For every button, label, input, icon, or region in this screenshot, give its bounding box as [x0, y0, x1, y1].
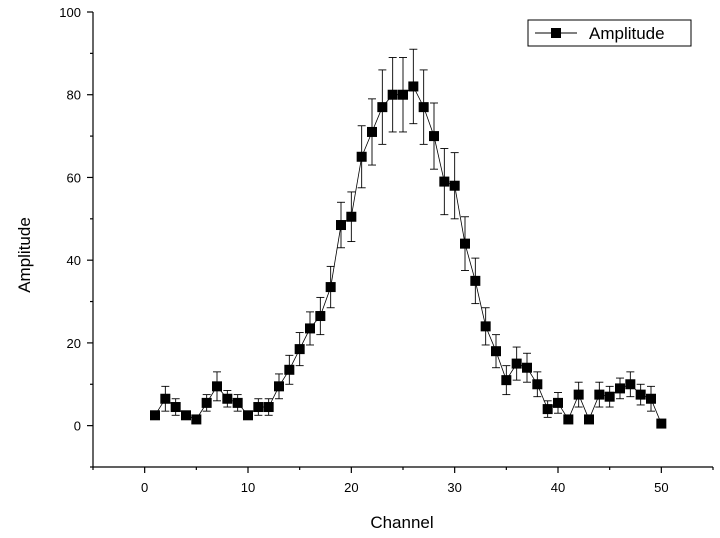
data-point: [625, 379, 636, 390]
data-point: [315, 311, 326, 322]
data-point: [604, 391, 615, 402]
y-tick-label: 100: [59, 5, 81, 20]
data-point: [408, 81, 419, 92]
data-point: [191, 414, 202, 425]
data-point: [263, 402, 274, 413]
data-point: [563, 414, 574, 425]
data-point: [356, 151, 367, 162]
data-point: [232, 397, 243, 408]
legend-marker: [551, 28, 561, 38]
series-line: [154, 85, 662, 424]
x-axis-ticks: 0 10 20 30 40 50: [92, 467, 714, 495]
series-line-group: [154, 85, 662, 424]
data-point: [398, 89, 408, 100]
data-point: [491, 346, 501, 357]
data-point: [460, 238, 470, 249]
y-tick-label: 60: [67, 170, 81, 185]
data-point: [170, 402, 181, 413]
x-tick-label: 30: [447, 480, 461, 495]
data-point: [532, 379, 543, 390]
data-point: [646, 393, 656, 404]
data-point: [480, 321, 491, 332]
data-point: [635, 389, 646, 400]
data-point: [573, 389, 584, 400]
data-point: [212, 381, 222, 392]
data-point: [511, 358, 522, 369]
data-point: [501, 375, 512, 386]
data-point: [522, 362, 532, 373]
y-tick-label: 80: [67, 88, 81, 103]
data-point: [439, 176, 450, 187]
data-point: [542, 404, 553, 415]
data-point: [470, 275, 481, 286]
data-point: [615, 383, 625, 394]
data-point: [181, 410, 191, 421]
legend-label: Amplitude: [589, 24, 665, 43]
data-point: [150, 410, 160, 421]
x-tick-label: 10: [241, 480, 255, 495]
x-tick-label: 50: [654, 480, 668, 495]
data-point: [656, 418, 667, 429]
data-point: [274, 381, 284, 392]
data-point: [387, 89, 398, 100]
y-tick-label: 40: [67, 253, 81, 268]
data-point: [367, 126, 377, 137]
data-point: [325, 282, 336, 293]
data-point: [584, 414, 594, 425]
data-point: [336, 220, 346, 231]
data-markers: [150, 81, 667, 429]
data-point: [294, 344, 305, 355]
y-tick-label: 20: [67, 336, 81, 351]
data-point: [253, 402, 264, 413]
y-axis-ticks: 0 20 40 60 80 100: [59, 5, 93, 468]
data-point: [429, 131, 439, 142]
legend: Amplitude: [527, 19, 692, 47]
x-axis-title: Channel: [370, 513, 433, 532]
x-tick-label: 20: [344, 480, 358, 495]
data-point: [449, 180, 460, 191]
x-tick-label: 40: [551, 480, 565, 495]
data-point: [160, 393, 171, 404]
y-axis-title: Amplitude: [15, 217, 34, 293]
y-tick-label: 0: [74, 419, 81, 434]
data-point: [418, 102, 429, 113]
data-point: [594, 389, 605, 400]
data-point: [222, 393, 233, 404]
data-point: [243, 410, 253, 421]
data-point: [305, 323, 315, 334]
data-point: [201, 397, 212, 408]
data-point: [346, 211, 357, 222]
x-tick-label: 0: [141, 480, 148, 495]
error-bars: [151, 48, 666, 427]
data-point: [553, 397, 563, 408]
data-point: [377, 102, 388, 113]
data-point: [284, 364, 295, 375]
